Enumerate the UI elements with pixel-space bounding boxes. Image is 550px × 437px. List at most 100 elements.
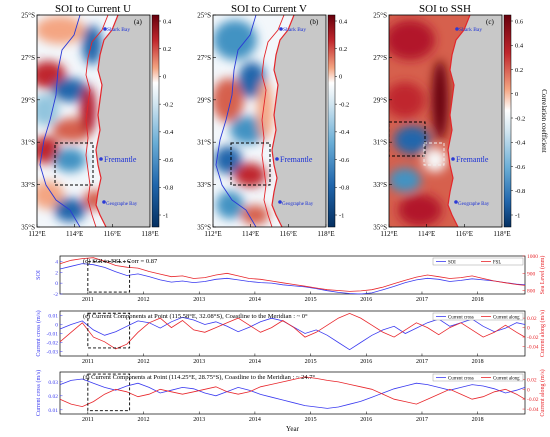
x-tick-label: 2012	[138, 417, 150, 423]
legend-label: SOI	[448, 261, 456, 266]
colorbar-v-ticks: 0.4 0.2 0 -0.2 -0.4 -0.6 -0.8 -1	[335, 18, 350, 219]
x-tick-label: 2013	[193, 417, 205, 423]
y-axis-label: Current cross (m/s)	[35, 310, 42, 356]
place-geographe-bay-a: Geographe Bay	[106, 202, 138, 207]
y-tick-label: 0.02	[48, 394, 58, 400]
y2-axis-label: Sea Level (mm)	[539, 256, 546, 295]
x-tick-label: 2011	[82, 359, 94, 365]
place-geographe-bay-c: Geographe Bay	[458, 202, 490, 207]
y2-tick-label: -0.02	[527, 335, 539, 341]
series-line	[59, 378, 526, 409]
lat-label: 29°S	[373, 96, 387, 104]
y2-tick-label: 0.02	[527, 316, 537, 322]
ts-title: (e) Current Components at Point (115.58°…	[83, 313, 308, 320]
colorbar-tick-label: 0.4	[163, 18, 172, 25]
lat-label: 33°S	[21, 181, 35, 189]
lon-label: 112°E	[204, 230, 221, 238]
x-tick-label: 2014	[249, 359, 261, 365]
y-tick-label: 0.03	[48, 380, 58, 386]
lon-label: 112°E	[380, 230, 397, 238]
colorbar-tick-label: -0.2	[339, 101, 349, 108]
colorbar-tick-label: -0.4	[515, 140, 526, 147]
lat-label: 25°S	[197, 12, 211, 20]
x-tick-label: 2016	[360, 417, 372, 423]
y-axis-label: SOI	[36, 270, 42, 280]
series-line	[59, 257, 526, 292]
colorbar-tick-label: -0.6	[515, 164, 526, 171]
map-title-u: SOI to Current U	[55, 3, 131, 15]
lat-label: 27°S	[197, 54, 211, 62]
y-tick-label: -0.02	[47, 341, 59, 347]
x-tick-label: 2017	[416, 359, 428, 365]
legend-label: Current cross	[448, 377, 474, 382]
lat-label: 35°S	[21, 224, 35, 232]
lat-label: 31°S	[197, 139, 211, 147]
colorbar-tick-label: 0.4	[339, 18, 348, 25]
x-tick-label: 2018	[472, 359, 484, 365]
lon-label: 112°E	[28, 230, 45, 238]
ts-title: (d) SOI to FSL : Corr = 0.87	[83, 258, 158, 265]
y-tick-label: 0	[55, 281, 58, 287]
legend-label: Current cross	[448, 316, 474, 321]
y-tick-label: -2	[53, 292, 58, 298]
place-shark-bay-a: Shark Bay	[107, 27, 130, 33]
x-tick-label: 2014	[249, 297, 261, 303]
place-shark-bay-c: Shark Bay	[459, 27, 482, 33]
lon-label: 114°E	[66, 230, 83, 238]
lon-label: 118°E	[317, 230, 334, 238]
lon-label: 116°E	[104, 230, 121, 238]
ts-panel-d: 2011 2012 2013 2014 2015 2016 2017 2018 -2 0 2 4 800…	[36, 254, 546, 303]
ts-axes-frame	[59, 255, 526, 295]
highlight-box	[87, 312, 131, 349]
colorbar-tick-label: -0.6	[339, 157, 350, 164]
y2-tick-label: -0.02	[527, 397, 539, 403]
colorbar-tick-label: -0.8	[339, 185, 349, 192]
y2-tick-label: 0.02	[527, 377, 537, 383]
lon-label: 116°E	[280, 230, 297, 238]
y-tick-label: 2	[55, 270, 58, 276]
lat-label: 29°S	[21, 96, 35, 104]
map-panel-u: Shark Bay Fremantle Geographe Bay (a) 25…	[21, 12, 158, 239]
lat-label: 27°S	[373, 54, 387, 62]
x-tick-label: 2012	[138, 359, 150, 365]
colorbar-tick-label: 0	[339, 74, 342, 81]
lat-label: 31°S	[373, 139, 387, 147]
lon-label: 118°E	[141, 230, 158, 238]
x-axis-label: Year	[286, 425, 300, 433]
colorbar-tick-label: 0	[515, 91, 518, 98]
place-fremantle-b: Fremantle	[280, 155, 313, 164]
colorbar-tick-label: 0.6	[515, 18, 524, 25]
x-tick-label: 2016	[360, 297, 372, 303]
y-tick-label: 0.01	[48, 408, 58, 414]
colorbar-tick-label: -0.2	[515, 115, 525, 122]
panel-letter-c: (c)	[486, 18, 494, 26]
legend-box	[432, 257, 524, 266]
legend-box	[432, 312, 524, 321]
ts-panel-f: 2011 2012 2013 2014 2015 2016 2017 2018 0.01 0.02…	[35, 369, 546, 433]
y-tick-label: -0.03	[47, 350, 59, 356]
colorbar-tick-label: -0.8	[515, 188, 525, 195]
x-tick-label: 2016	[360, 359, 372, 365]
colorbar-v	[327, 14, 336, 228]
map-panel-v: Shark Bay Fremantle Geographe Bay (b) 25…	[197, 12, 334, 239]
colorbar-tick-label: -1	[515, 212, 520, 219]
series-line	[59, 263, 526, 295]
place-fremantle-c: Fremantle	[456, 155, 489, 164]
lat-label: 27°S	[21, 54, 35, 62]
x-tick-label: 2014	[249, 417, 261, 423]
colorbar-label: Correlation coefficient	[540, 89, 548, 152]
y2-axis-label: Current along (m/s)	[539, 369, 546, 416]
colorbar-tick-label: -0.8	[163, 185, 173, 192]
series-line	[59, 376, 526, 408]
lat-label: 31°S	[21, 139, 35, 147]
lat-label: 33°S	[197, 181, 211, 189]
y2-tick-label: 0	[527, 387, 530, 393]
lon-label: 116°E	[456, 230, 473, 238]
highlight-box	[87, 373, 131, 412]
x-tick-label: 2017	[416, 297, 428, 303]
colorbar-tick-label: 0	[163, 74, 166, 81]
x-tick-label: 2018	[472, 297, 484, 303]
y-axis-label: Current cross (m/s)	[35, 370, 42, 416]
colorbar-tick-label: -1	[339, 212, 344, 219]
